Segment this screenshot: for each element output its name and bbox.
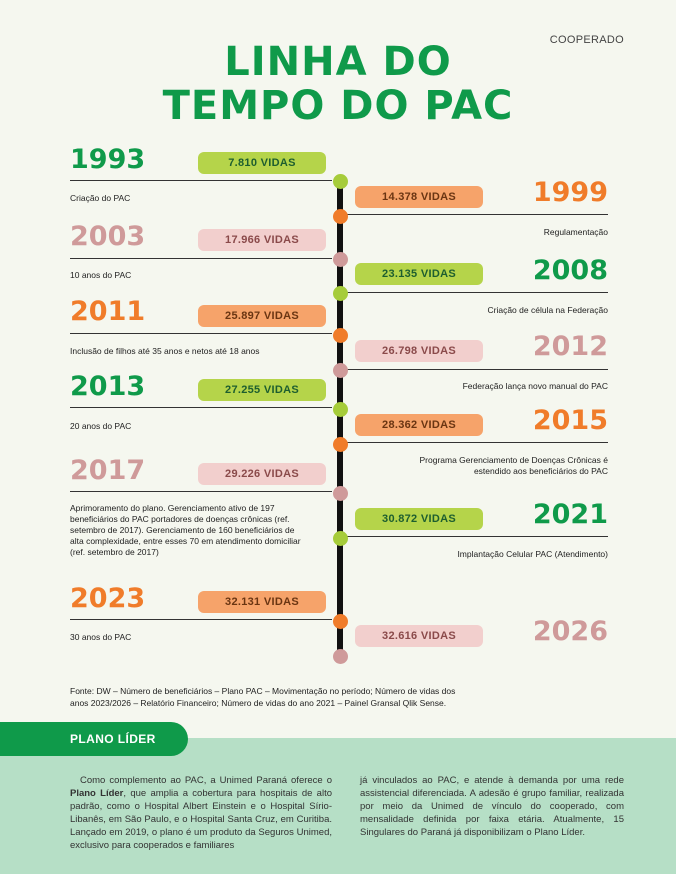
timeline-desc: 30 anos do PAC (70, 632, 132, 642)
timeline-dot (333, 363, 348, 378)
timeline-year: 2021 (532, 499, 608, 530)
vidas-pill: 17.966 VIDAS (198, 229, 326, 251)
vidas-pill: 27.255 VIDAS (198, 379, 326, 401)
timeline-divider (346, 536, 608, 537)
timeline-axis (337, 178, 343, 656)
vidas-pill: 7.810 VIDAS (198, 152, 326, 174)
timeline-year: 2003 (70, 221, 146, 252)
vidas-pill: 23.135 VIDAS (355, 263, 483, 285)
timeline-dot (333, 614, 348, 629)
timeline-divider (70, 619, 332, 620)
timeline-year: 1993 (70, 144, 146, 175)
vidas-pill: 25.897 VIDAS (198, 305, 326, 327)
section-tag: COOPERADO (549, 34, 624, 46)
timeline-desc-line: Aprimoramento do plano. Gerenciamento at… (70, 503, 275, 513)
timeline-year: 2012 (532, 331, 608, 362)
timeline-dot (333, 328, 348, 343)
timeline-dot (333, 252, 348, 267)
timeline-year: 1999 (532, 177, 608, 208)
timeline-desc-line: beneficiários do PAC portadores de doenç… (70, 514, 290, 524)
vidas-pill: 30.872 VIDAS (355, 508, 483, 530)
timeline-desc: Programa Gerenciamento de Doenças Crônic… (419, 455, 608, 477)
timeline-desc-line: estendido aos beneficiários do PAC (473, 466, 608, 476)
timeline-divider (70, 258, 332, 259)
timeline-dot (333, 437, 348, 452)
timeline-desc-line: alta complexidade, entre esses 70 em ate… (70, 536, 301, 546)
timeline-year: 2017 (70, 455, 146, 486)
plano-text: Como complemento ao PAC, a Unimed Paraná… (80, 775, 332, 786)
vidas-pill: 26.798 VIDAS (355, 340, 483, 362)
timeline-desc: 10 anos do PAC (70, 270, 132, 280)
vidas-pill: 28.362 VIDAS (355, 414, 483, 436)
timeline-dot (333, 649, 348, 664)
timeline-year: 2023 (70, 583, 146, 614)
timeline-year: 2008 (532, 255, 608, 286)
plano-text-column-1: Como complemento ao PAC, a Unimed Paraná… (70, 774, 332, 852)
timeline-divider (70, 180, 332, 181)
vidas-pill: 29.226 VIDAS (198, 463, 326, 485)
timeline-dot (333, 286, 348, 301)
plano-text: , que amplia a cobertura para hospitais … (70, 788, 332, 851)
title-line-1: LINHA DO (224, 39, 452, 85)
timeline-desc: Inclusão de filhos até 35 anos e netos a… (70, 346, 260, 356)
timeline-desc-line: Programa Gerenciamento de Doenças Crônic… (419, 455, 608, 465)
timeline-desc: Criação do PAC (70, 193, 131, 203)
plano-text-column-2: já vinculados ao PAC, e atende à demanda… (360, 775, 624, 838)
timeline-desc: Regulamentação (543, 227, 608, 237)
timeline-divider (346, 369, 608, 370)
timeline-desc-line: (ref. setembro de 2017) (70, 547, 159, 557)
timeline-dot (333, 486, 348, 501)
timeline-desc: Criação de célula na Federação (487, 305, 609, 315)
source-line: anos 2023/2026 – Relatório Financeiro; N… (70, 698, 447, 708)
timeline-divider (70, 407, 332, 408)
timeline-divider (70, 333, 332, 334)
timeline-desc: Implantação Celular PAC (Atendimento) (457, 549, 608, 559)
timeline-desc: 20 anos do PAC (70, 421, 132, 431)
timeline-divider (346, 214, 608, 215)
plano-section-background (0, 738, 676, 874)
vidas-pill: 32.131 VIDAS (198, 591, 326, 613)
timeline-desc: Federação lança novo manual do PAC (462, 381, 608, 391)
timeline-dot (333, 174, 348, 189)
timeline-dot (333, 402, 348, 417)
timeline-year: 2015 (532, 405, 608, 436)
timeline-dot (333, 531, 348, 546)
timeline-year: 2013 (70, 371, 146, 402)
timeline-divider (70, 491, 332, 492)
timeline-year: 2026 (532, 616, 608, 647)
plano-lider-badge: PLANO LÍDER (0, 722, 188, 756)
vidas-pill: 32.616 VIDAS (355, 625, 483, 647)
timeline-dot (333, 209, 348, 224)
timeline-desc: Aprimoramento do plano. Gerenciamento at… (70, 503, 332, 558)
source-line: Fonte: DW – Número de beneficiários – Pl… (70, 686, 456, 696)
vidas-pill: 14.378 VIDAS (355, 186, 483, 208)
timeline-divider (346, 442, 608, 443)
plano-lider-name: Plano Líder (70, 788, 124, 799)
timeline-divider (346, 292, 608, 293)
title-line-2: TEMPO DO PAC (162, 83, 514, 129)
timeline-year: 2011 (70, 296, 146, 327)
timeline-desc-line: setembro de 2017). Gerenciamento de 160 … (70, 525, 295, 535)
source-note: Fonte: DW – Número de beneficiários – Pl… (70, 685, 520, 709)
page-title: LINHA DO TEMPO DO PAC (0, 40, 676, 128)
